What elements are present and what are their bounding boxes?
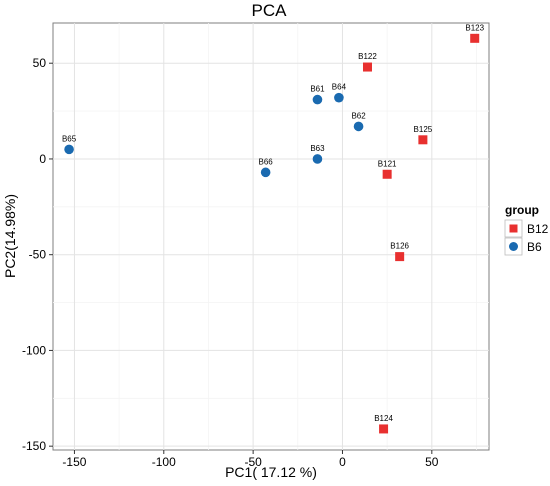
point-label-b61: B61 <box>310 85 325 94</box>
point-label-b62: B62 <box>351 111 366 120</box>
x-axis-label: PC1( 17.12 %) <box>225 464 317 480</box>
data-point-b122 <box>362 62 372 72</box>
data-point-b61 <box>312 94 323 105</box>
data-points: B123 B122 B125 B121 B126 B124 B65 B61 B64 B62 B63 B… <box>62 23 485 434</box>
data-point-b64 <box>334 92 344 103</box>
x-tick-label: -50 <box>244 455 262 469</box>
data-point-b124 <box>379 424 389 434</box>
legend-symbol-b12 <box>509 224 518 233</box>
x-tick-label: -100 <box>152 455 176 469</box>
legend-label-b12: B12 <box>527 222 549 236</box>
data-point-b126 <box>395 252 405 262</box>
point-label-b124: B124 <box>374 414 393 423</box>
point-label-b126: B126 <box>390 242 409 251</box>
y-tick-label: 50 <box>33 56 47 70</box>
y-tick-label: -50 <box>29 248 47 262</box>
y-axis-label: PC2(14.98%) <box>2 194 18 278</box>
plot-panel <box>52 22 490 451</box>
point-label-b122: B122 <box>358 52 377 61</box>
y-tick-label: 0 <box>39 152 46 166</box>
point-label-b64: B64 <box>332 83 347 92</box>
chart-title: PCA <box>252 1 288 20</box>
point-label-b63: B63 <box>310 144 325 153</box>
data-point-b65 <box>64 144 74 155</box>
axes: -150 -100 -50 0 50 50 0 -50 -100 -150 <box>22 56 439 469</box>
point-label-b121: B121 <box>378 159 397 168</box>
legend-title: group <box>505 203 539 217</box>
point-label-b66: B66 <box>259 157 274 166</box>
y-tick-label: -100 <box>22 343 46 357</box>
data-point-b121 <box>382 169 392 179</box>
data-point-b125 <box>418 135 428 145</box>
data-point-b123 <box>470 33 480 43</box>
x-tick-label: 0 <box>339 455 346 469</box>
point-label-b125: B125 <box>414 125 433 134</box>
grid-lines <box>53 23 489 450</box>
data-point-b66 <box>260 167 271 178</box>
x-tick-label: -150 <box>62 455 86 469</box>
data-point-b63 <box>312 154 323 164</box>
y-tick-label: -150 <box>22 439 46 453</box>
point-label-b65: B65 <box>62 134 77 143</box>
x-tick-label: 50 <box>425 455 439 469</box>
legend-label-b6: B6 <box>527 240 542 254</box>
legend: group B12 B6 <box>504 203 549 256</box>
legend-symbol-b6 <box>509 242 518 251</box>
point-label-b123: B123 <box>465 23 484 32</box>
data-point-b62 <box>353 121 364 132</box>
